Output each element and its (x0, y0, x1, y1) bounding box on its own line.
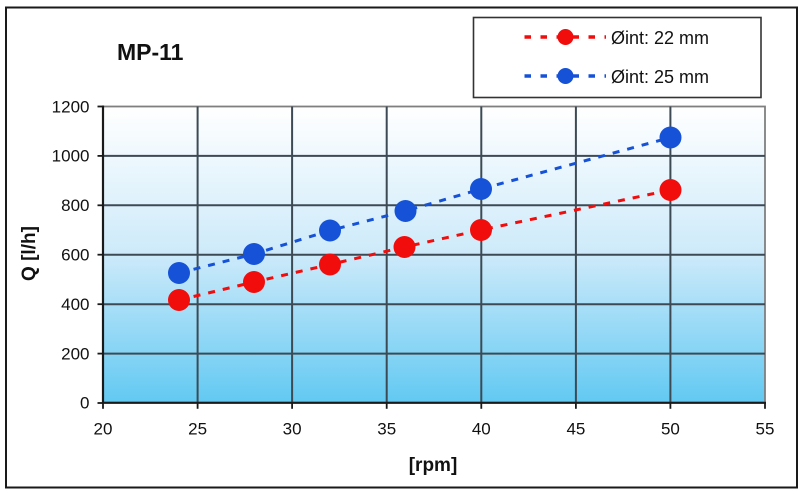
svg-text:30: 30 (283, 420, 302, 439)
svg-text:1200: 1200 (52, 97, 90, 116)
svg-text:MP-11: MP-11 (117, 39, 184, 65)
svg-text:25: 25 (188, 420, 207, 439)
svg-text:[rpm]: [rpm] (409, 455, 458, 476)
svg-text:Øint: 25 mm: Øint: 25 mm (611, 67, 709, 87)
svg-text:200: 200 (61, 344, 89, 363)
svg-text:55: 55 (756, 420, 775, 439)
svg-text:Q [l/h]: Q [l/h] (19, 226, 40, 281)
svg-text:400: 400 (61, 295, 89, 314)
svg-text:600: 600 (61, 246, 89, 265)
svg-text:1000: 1000 (52, 147, 90, 166)
svg-text:0: 0 (80, 394, 89, 413)
svg-text:Øint: 22 mm: Øint: 22 mm (611, 28, 709, 48)
svg-text:45: 45 (566, 420, 585, 439)
svg-text:50: 50 (661, 420, 680, 439)
svg-text:20: 20 (94, 420, 113, 439)
svg-text:800: 800 (61, 196, 89, 215)
svg-text:40: 40 (472, 420, 491, 439)
svg-text:35: 35 (377, 420, 396, 439)
